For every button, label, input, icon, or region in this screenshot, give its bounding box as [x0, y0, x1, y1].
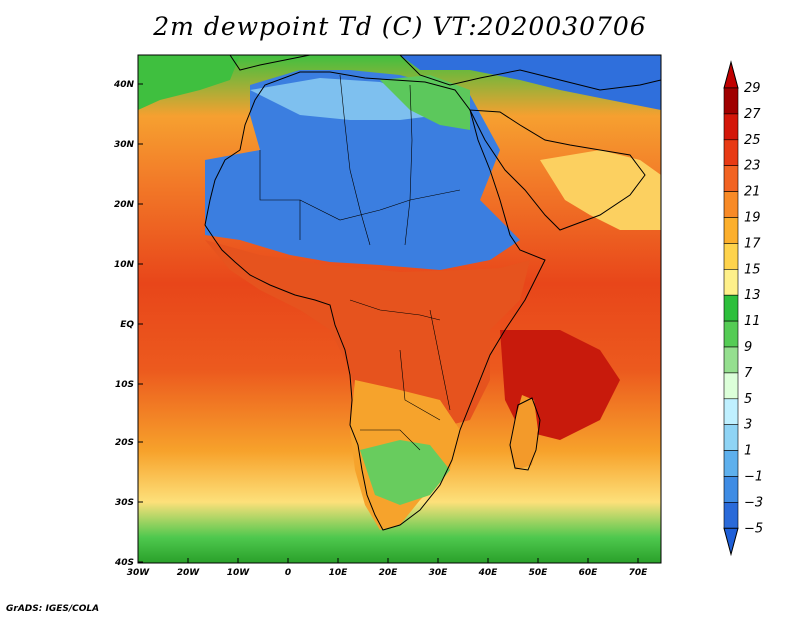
southwest-asia-region [400, 55, 661, 110]
lon-tick-label: 50E [529, 568, 549, 578]
lat-tick-label: EQ [120, 320, 134, 330]
border-line [299, 189, 461, 221]
colorbar-swatch [723, 398, 739, 425]
colorbar-label: 13 [744, 288, 761, 303]
colorbar-swatch [723, 294, 739, 322]
lon-tick-label: 70E [629, 568, 649, 578]
colorbar-swatch [723, 139, 739, 167]
eurasia-coastline [399, 55, 661, 91]
coastlines [204, 55, 661, 531]
colorbar-label: −1 [744, 470, 763, 485]
colorbar-swatch [723, 268, 739, 296]
africa-coastline [204, 71, 546, 531]
colorbar-label: 27 [744, 107, 761, 122]
colorbar-label: 21 [744, 185, 761, 200]
colorbar-label: 19 [744, 211, 761, 226]
iberia-coastline [229, 55, 311, 71]
colorbar-label: 11 [744, 314, 761, 329]
lat-tick-label: 10S [115, 380, 134, 390]
lon-tick-label: 20E [379, 568, 399, 578]
lon-tick-label: 40E [478, 568, 499, 578]
colorbar-swatch [723, 113, 739, 141]
colorbar-swatch [723, 165, 739, 192]
border-line [404, 84, 413, 246]
colorbar-swatch [723, 87, 739, 115]
colorbar-swatch [723, 346, 739, 374]
border-line [259, 150, 301, 240]
equatorial-africa-region [205, 240, 530, 430]
colorbar-label: 9 [744, 340, 752, 355]
lat-tick-label: 30S [115, 498, 134, 508]
latitude-ticks: 40N 30N 20N 10N EQ 10S 20S 30S 40S [113, 80, 143, 568]
north-atlantic-region [138, 55, 240, 110]
colorbar-bottom-arrow [723, 527, 739, 557]
border-line [429, 309, 451, 411]
lon-tick-label: 30E [429, 568, 449, 578]
colorbar-label: 3 [744, 418, 752, 433]
lat-tick-label: 20S [115, 438, 134, 448]
arabian-sea-region [540, 150, 661, 230]
colorbar-label: 5 [744, 392, 752, 407]
lon-tick-label: 20W [177, 568, 201, 578]
colorbar-label: 7 [744, 366, 753, 381]
lat-tick-label: 40S [114, 558, 134, 568]
colorbar-swatch [723, 372, 739, 400]
lat-tick-label: 10N [114, 260, 135, 270]
mediterranean-coast-region [380, 75, 470, 130]
colorbar-swatch [723, 450, 739, 477]
colorbar-top-arrow [723, 60, 739, 89]
colorbar-swatch [723, 191, 739, 218]
lat-tick-label: 20N [114, 200, 135, 210]
madagascar-region [508, 395, 538, 470]
colorbar: 29 27 25 23 21 19 17 15 13 11 9 7 5 3 1 −1 −3 −5 [723, 60, 763, 557]
colorbar-label: 29 [744, 81, 761, 96]
country-borders [259, 74, 461, 451]
lon-tick-label: 30W [127, 568, 151, 578]
border-line [349, 299, 441, 321]
map-field [138, 55, 661, 563]
lon-tick-label: 10W [227, 568, 251, 578]
colorbar-label: 17 [744, 236, 761, 251]
colorbar-label: 1 [744, 444, 752, 459]
colorbar-label: −5 [744, 521, 763, 536]
border-line [360, 429, 421, 451]
footer-credit: GrADS: IGES/COLA [6, 604, 100, 614]
map-frame [137, 54, 662, 564]
border-line [399, 349, 441, 421]
colorbar-swatch [723, 243, 739, 270]
madagascar-coastline [509, 397, 541, 471]
border-line [339, 74, 371, 246]
colorbar-swatch [723, 502, 739, 529]
lon-tick-label: 60E [579, 568, 599, 578]
colorbar-swatch [723, 320, 739, 348]
colorbar-label: 25 [744, 133, 761, 148]
colorbar-label: 23 [744, 159, 761, 174]
lat-tick-label: 30N [114, 140, 135, 150]
longitude-ticks: 30W 20W 10W 0 10E 20E 30E 40E 50E 60E 70E [127, 558, 648, 578]
lon-tick-label: 10E [329, 568, 349, 578]
colorbar-swatch [723, 424, 739, 451]
lat-tick-label: 40N [113, 80, 135, 90]
map-title: 2m dewpoint Td (C) VT:2020030706 [153, 12, 647, 41]
lon-tick-label: 0 [285, 568, 291, 578]
colorbar-swatch [723, 476, 739, 503]
arabia-coastline [469, 109, 646, 231]
colorbar-swatch [723, 217, 739, 244]
kalahari-green-region [360, 440, 450, 505]
colorbar-label: 15 [744, 262, 761, 277]
colorbar-label: −3 [744, 495, 763, 510]
